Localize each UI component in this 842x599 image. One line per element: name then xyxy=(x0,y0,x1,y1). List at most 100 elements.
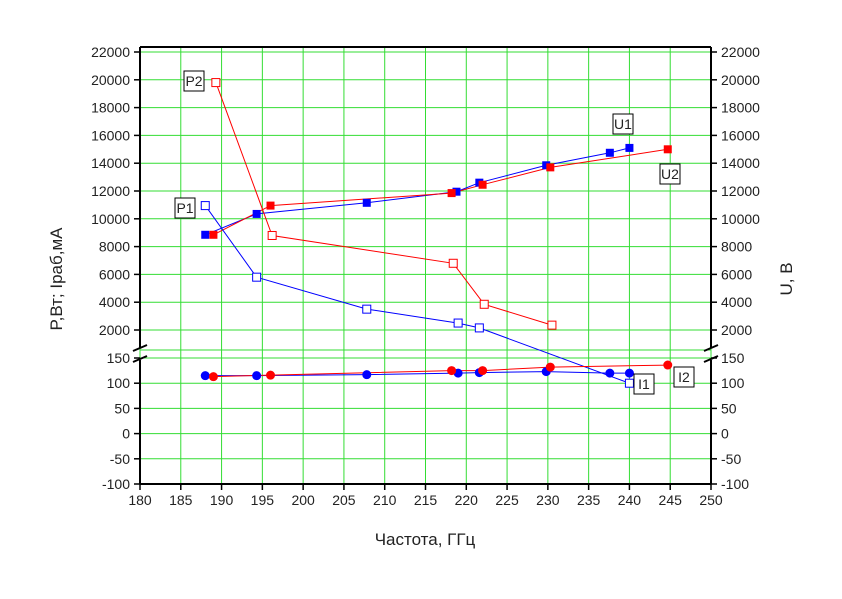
y-tick-label-right: -50 xyxy=(721,451,741,467)
point-p2 xyxy=(547,320,557,330)
y-tick-label-right: 0 xyxy=(721,426,729,442)
y-tick-label-left: 10000 xyxy=(91,211,130,227)
y-tick-label-left: 20000 xyxy=(91,72,130,88)
y-tick-label-left: 22000 xyxy=(91,44,130,60)
point-u2 xyxy=(266,201,275,210)
tick-labels: 180 185 190 195 200 205 210 215 220 225 230 235 240 2… xyxy=(91,44,760,508)
point-p1 xyxy=(474,323,484,333)
point-i1 xyxy=(362,370,372,380)
y-tick-label-left: 8000 xyxy=(99,239,130,255)
y-tick-label-left: 18000 xyxy=(91,100,130,116)
point-u1 xyxy=(201,230,210,239)
y-tick-label-left: 16000 xyxy=(91,127,130,143)
series-label-box-i2 xyxy=(673,366,695,388)
y-tick-label-right: 150 xyxy=(721,350,745,366)
x-tick-label: 180 xyxy=(128,492,152,508)
y-tick-label-left: 6000 xyxy=(99,266,130,282)
x-tick-label: 205 xyxy=(332,492,356,508)
y-tick-label-right: 22000 xyxy=(721,44,760,60)
series-line-u1 xyxy=(205,147,630,236)
point-p1 xyxy=(453,318,463,328)
point-u1 xyxy=(362,198,371,207)
series-labels: U1 U2 P1 P2 I1 I2 xyxy=(174,70,695,395)
series-label-p2: P2 xyxy=(185,73,202,89)
x-tick-label: 215 xyxy=(414,492,438,508)
y-tick-label-right: 8000 xyxy=(721,239,752,255)
point-u1 xyxy=(252,209,261,218)
y-tick-label-left: 150 xyxy=(107,350,131,366)
y-tick-label-left: 50 xyxy=(114,400,130,416)
y-tick-label-right: 16000 xyxy=(721,127,760,143)
axis-break-mark xyxy=(132,344,148,352)
series-label-i1: I1 xyxy=(638,376,650,392)
point-i1 xyxy=(252,371,262,381)
point-p2 xyxy=(479,299,489,309)
point-p1 xyxy=(624,378,634,388)
y-tick-label-right: 14000 xyxy=(721,155,760,171)
point-i2 xyxy=(478,366,488,376)
point-u2 xyxy=(663,145,672,154)
point-i2 xyxy=(663,360,673,370)
y-tick-label-right: 6000 xyxy=(721,266,752,282)
series-label-box-u2 xyxy=(659,163,681,185)
x-axis-title: Частота, ГГц xyxy=(375,530,476,549)
point-p2 xyxy=(267,230,277,240)
y-tick-label-left: 0 xyxy=(122,426,130,442)
axis-break-mark xyxy=(703,355,719,363)
point-u2 xyxy=(209,230,218,239)
point-i1 xyxy=(605,368,615,378)
point-i2 xyxy=(266,370,276,380)
point-i1 xyxy=(200,371,210,381)
series-label-u1: U1 xyxy=(614,116,632,132)
y-tick-label-right: 2000 xyxy=(721,322,752,338)
y-tick-label-right: 100 xyxy=(721,375,745,391)
y-tick-label-left: -100 xyxy=(102,476,130,492)
series-label-box-u1 xyxy=(612,113,634,135)
x-tick-label: 220 xyxy=(455,492,479,508)
point-p2 xyxy=(211,78,221,88)
y-axis-title-right: U, В xyxy=(777,262,796,295)
y-axis-title-left: P,Вт; Iраб,мА xyxy=(47,227,66,331)
x-tick-label: 235 xyxy=(577,492,601,508)
series-line-u2 xyxy=(213,148,668,236)
grid xyxy=(139,47,712,485)
y-tick-label-left: -50 xyxy=(110,451,130,467)
y-tick-label-right: 12000 xyxy=(721,183,760,199)
x-tick-label: 195 xyxy=(251,492,275,508)
x-tick-label: 240 xyxy=(618,492,642,508)
point-u1 xyxy=(452,187,461,196)
x-tick-label: 250 xyxy=(699,492,723,508)
axis-break-mark xyxy=(703,344,719,352)
x-tick-label: 185 xyxy=(169,492,193,508)
point-p1 xyxy=(252,272,262,282)
x-tick-label: 200 xyxy=(291,492,315,508)
y-tick-label-left: 2000 xyxy=(99,322,130,338)
y-tick-label-left: 14000 xyxy=(91,155,130,171)
y-tick-label-right: 18000 xyxy=(721,100,760,116)
series-label-box-p1 xyxy=(174,197,196,219)
point-i1 xyxy=(624,368,634,378)
series-markers xyxy=(200,78,673,388)
point-p1 xyxy=(200,201,210,211)
series-label-i2: I2 xyxy=(678,369,690,385)
y-tick-label-right: -100 xyxy=(721,476,749,492)
y-tick-label-left: 4000 xyxy=(99,294,130,310)
x-tick-label: 225 xyxy=(495,492,519,508)
point-u1 xyxy=(625,143,634,152)
x-tick-label: 245 xyxy=(659,492,683,508)
axes xyxy=(132,46,719,490)
y-tick-label-right: 10000 xyxy=(721,211,760,227)
point-i2 xyxy=(447,366,457,376)
series-label-p1: P1 xyxy=(176,200,193,216)
point-u2 xyxy=(447,189,456,198)
point-i2 xyxy=(545,362,555,372)
x-tick-label: 210 xyxy=(373,492,397,508)
point-p1 xyxy=(362,304,372,314)
y-tick-label-left: 100 xyxy=(107,375,131,391)
point-i2 xyxy=(208,372,218,382)
point-u2 xyxy=(478,180,487,189)
series-line-p1 xyxy=(204,205,630,384)
point-p2 xyxy=(448,258,458,268)
point-u1 xyxy=(542,161,551,170)
